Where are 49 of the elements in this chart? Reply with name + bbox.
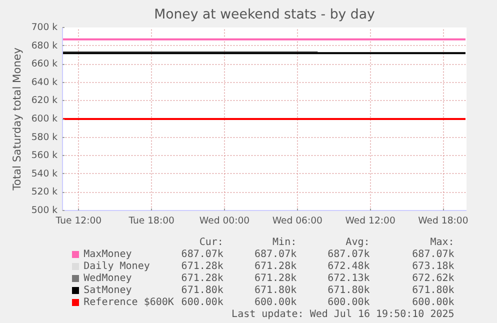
y-tick-label: 680 k bbox=[31, 40, 58, 52]
text: 687.07k bbox=[328, 249, 370, 260]
y-tick-label: 560 k bbox=[31, 150, 58, 162]
text: 671.28k bbox=[181, 261, 224, 272]
text: Max: bbox=[430, 237, 454, 248]
legend-label: WedMoney bbox=[84, 273, 132, 284]
y-tick-label: 520 k bbox=[31, 186, 58, 198]
text: 672.48k bbox=[328, 261, 370, 272]
text: Avg: bbox=[346, 237, 370, 248]
text: 672.62k bbox=[412, 273, 454, 284]
text: 600.00k bbox=[328, 297, 370, 308]
y-tick-label: 500 k bbox=[31, 205, 58, 216]
chart-title: Money at weekend stats - by day bbox=[154, 8, 376, 22]
text: 673.18k bbox=[412, 261, 454, 272]
y-tick-label: 640 k bbox=[31, 76, 58, 88]
text: 687.07k bbox=[412, 249, 454, 260]
y-tick-label: 600 k bbox=[31, 114, 58, 124]
y-tick-label: 700 k bbox=[31, 22, 58, 33]
text: 671.80k bbox=[328, 285, 370, 296]
x-tick-label: Wed 06:00 bbox=[272, 216, 323, 226]
x-tick-label: Wed 18:00 bbox=[418, 216, 468, 226]
text: 687.07k bbox=[181, 249, 224, 260]
text: 687.07k bbox=[254, 249, 297, 260]
x-tick-label: Tue 18:00 bbox=[128, 216, 175, 226]
y-axis-title: Total Saturday total Money bbox=[10, 48, 24, 192]
x-tick-label: Tue 12:00 bbox=[54, 216, 102, 226]
y-tick-label: 540 k bbox=[31, 168, 58, 180]
text: 671.28k bbox=[181, 273, 224, 284]
legend-label: Reference $600K bbox=[84, 297, 174, 308]
text: 671.80k bbox=[181, 285, 224, 296]
text: Last update: Wed Jul 16 19:50:10 2025 bbox=[232, 309, 454, 320]
y-tick-label: 580 k bbox=[31, 132, 58, 143]
text: 672.13k bbox=[328, 273, 370, 284]
legend-label: SatMoney bbox=[84, 285, 132, 296]
x-tick-label: Wed 12:00 bbox=[345, 216, 396, 226]
y-tick-label: 620 k bbox=[31, 95, 58, 106]
legend-label: Daily Money bbox=[84, 261, 150, 272]
legend-label: MaxMoney bbox=[84, 249, 132, 260]
text: 671.80k bbox=[412, 285, 454, 296]
text: 600.00k bbox=[254, 297, 297, 308]
text: 671.80k bbox=[254, 285, 297, 296]
text: Min: bbox=[272, 237, 297, 248]
y-tick-label: 660 k bbox=[31, 58, 58, 70]
text: 600.00k bbox=[181, 297, 224, 308]
text: Cur: bbox=[199, 237, 224, 248]
text: 671.28k bbox=[254, 273, 297, 284]
x-tick-label: Wed 00:00 bbox=[199, 216, 250, 226]
text: 671.28k bbox=[254, 261, 297, 272]
text: 600.00k bbox=[412, 297, 454, 308]
